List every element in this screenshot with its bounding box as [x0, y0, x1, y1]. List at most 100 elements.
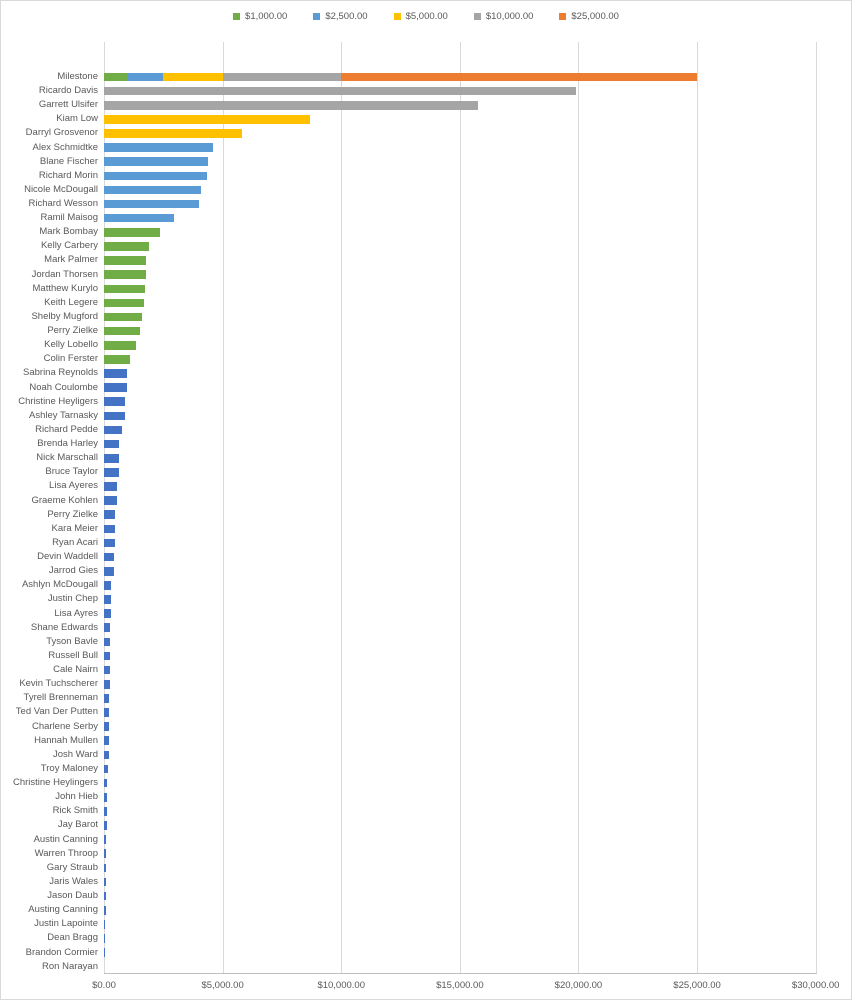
bar[interactable] — [104, 242, 150, 251]
bar[interactable] — [104, 298, 144, 308]
bar[interactable] — [104, 863, 107, 873]
bar[interactable] — [104, 821, 107, 830]
bar[interactable] — [104, 609, 111, 618]
legend-item[interactable]: $10,000.00 — [473, 11, 533, 22]
legend-item[interactable]: $1,000.00 — [233, 11, 287, 22]
bar[interactable] — [104, 312, 143, 322]
bar[interactable] — [104, 213, 174, 223]
bar[interactable] — [104, 637, 111, 647]
milestone-segment[interactable] — [341, 72, 698, 82]
bar[interactable] — [104, 792, 108, 802]
category-label: Brandon Cormier — [25, 946, 98, 958]
category-label: Russell Bull — [48, 649, 98, 661]
category-label: Richard Pedde — [35, 423, 98, 435]
category-label: Dean Bragg — [47, 932, 98, 944]
bar[interactable] — [104, 383, 127, 392]
bar[interactable] — [104, 524, 115, 534]
bar[interactable] — [104, 905, 106, 915]
bar[interactable] — [104, 129, 243, 138]
bar[interactable] — [104, 566, 114, 576]
bar[interactable] — [104, 425, 123, 435]
category-label: Perry Zielke — [47, 508, 98, 520]
legend-item[interactable]: $25,000.00 — [559, 11, 619, 22]
legend-label: $25,000.00 — [571, 11, 619, 22]
category-label: Noah Coulombe — [29, 381, 98, 393]
bar[interactable] — [104, 468, 119, 477]
bar[interactable] — [104, 651, 110, 661]
bar[interactable] — [104, 228, 160, 237]
bar[interactable] — [104, 538, 115, 548]
bar[interactable] — [104, 595, 111, 604]
bar[interactable] — [104, 778, 108, 788]
bar[interactable] — [104, 581, 112, 590]
bar[interactable] — [104, 157, 208, 166]
bar[interactable] — [104, 326, 141, 336]
legend-item[interactable]: $2,500.00 — [313, 11, 368, 22]
legend-swatch-icon — [233, 13, 241, 20]
legend-item[interactable]: $5,000.00 — [393, 11, 448, 22]
bar[interactable] — [104, 439, 119, 449]
bar[interactable] — [104, 284, 146, 294]
bar[interactable] — [104, 100, 478, 110]
category-label: Justin Lapointe — [34, 918, 98, 930]
milestone-segment[interactable] — [222, 72, 342, 82]
bar[interactable] — [104, 552, 115, 562]
milestone-segment[interactable] — [127, 72, 164, 82]
bar[interactable] — [104, 679, 110, 689]
bar[interactable] — [104, 86, 577, 96]
bar[interactable] — [104, 411, 125, 421]
category-label: Shelby Mugford — [31, 310, 98, 322]
category-label: Ryan Acari — [52, 536, 98, 548]
bar[interactable] — [104, 510, 116, 520]
category-label: Lisa Ayeres — [49, 480, 98, 492]
bar[interactable] — [104, 877, 107, 887]
bar[interactable] — [104, 920, 106, 929]
category-label: Colin Ferster — [43, 353, 98, 365]
bar[interactable] — [104, 722, 109, 731]
bar[interactable] — [104, 807, 107, 816]
bar[interactable] — [104, 115, 311, 124]
category-label: Austing Canning — [28, 904, 98, 916]
bar[interactable] — [104, 355, 131, 364]
category-label: Richard Wesson — [28, 198, 98, 209]
category-label: Ricardo Davis — [38, 85, 98, 97]
bar[interactable] — [104, 849, 107, 859]
bar[interactable] — [104, 708, 110, 717]
category-label: Warren Throop — [34, 847, 98, 859]
bar[interactable] — [104, 623, 111, 633]
bar[interactable] — [104, 891, 107, 901]
bar[interactable] — [104, 736, 109, 746]
bar[interactable] — [104, 453, 119, 463]
category-label: Bruce Taylor — [45, 466, 98, 478]
bar[interactable] — [104, 835, 107, 844]
legend-swatch-icon — [313, 13, 321, 20]
bar[interactable] — [104, 369, 128, 378]
gridline — [341, 42, 343, 973]
category-label: Gary Straub — [46, 861, 98, 873]
category-label: Blane Fischer — [39, 155, 98, 167]
bar[interactable] — [104, 665, 110, 675]
bar[interactable] — [104, 482, 117, 491]
bar[interactable] — [104, 764, 108, 774]
milestone-segment[interactable] — [104, 72, 128, 82]
bar[interactable] — [104, 171, 208, 181]
milestone-stacked-bar[interactable] — [104, 72, 698, 82]
bar[interactable] — [104, 256, 146, 265]
bar[interactable] — [104, 934, 106, 943]
bar[interactable] — [104, 199, 199, 209]
bar[interactable] — [104, 340, 136, 350]
bar[interactable] — [104, 185, 202, 195]
gridline — [578, 42, 580, 973]
bar[interactable] — [104, 750, 109, 760]
bar[interactable] — [104, 270, 146, 279]
bar[interactable] — [104, 143, 214, 152]
bar[interactable] — [104, 948, 105, 957]
x-axis-tick-label: $20,000.00 — [554, 980, 603, 991]
category-label: Ashley Tarnasky — [29, 409, 98, 421]
category-label: Richard Morin — [38, 169, 98, 181]
bar[interactable] — [104, 496, 117, 505]
bar[interactable] — [104, 694, 110, 703]
milestone-segment[interactable] — [163, 72, 223, 82]
category-label: Sabrina Reynolds — [23, 367, 98, 379]
bar[interactable] — [104, 397, 125, 407]
